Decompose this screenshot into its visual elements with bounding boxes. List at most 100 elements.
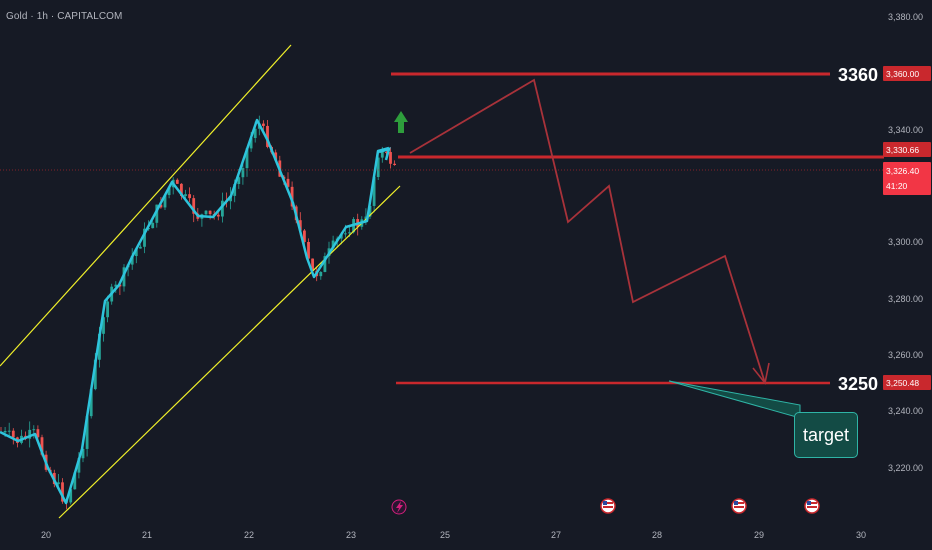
- svg-text:3,250.48: 3,250.48: [886, 378, 919, 388]
- candle-body: [216, 214, 220, 217]
- resistance-price-tag: 3,360.00: [883, 66, 931, 81]
- entry-price-tag: 3,330.66: [883, 142, 931, 157]
- candle-body: [134, 248, 138, 257]
- candle-body: [229, 195, 232, 202]
- time-tick: 21: [142, 530, 152, 540]
- candle-body: [393, 163, 396, 165]
- candle-body: [61, 482, 64, 502]
- candle-body: [69, 489, 73, 503]
- price-tick: 3,340.00: [888, 125, 923, 135]
- candle-body: [85, 416, 89, 449]
- price-tick: 3,220.00: [888, 463, 923, 473]
- candle-body: [106, 301, 109, 318]
- candle-body: [262, 123, 265, 126]
- candle-body: [89, 389, 93, 417]
- time-tick: 25: [440, 530, 450, 540]
- candle-body: [93, 359, 97, 390]
- time-tick: 20: [41, 530, 51, 540]
- candle-body: [344, 233, 347, 235]
- candle-body: [73, 472, 77, 490]
- time-tick: 28: [652, 530, 662, 540]
- candle-body: [98, 333, 101, 360]
- candle-body: [3, 430, 7, 433]
- channel-upper-line: [0, 44, 292, 367]
- bar-countdown: 41:20: [886, 181, 908, 191]
- time-tick: 23: [346, 530, 356, 540]
- candle-body: [389, 152, 392, 164]
- candle-body: [151, 222, 155, 229]
- candle-body: [155, 204, 159, 223]
- candle-body: [175, 179, 179, 184]
- svg-text:3,330.66: 3,330.66: [886, 145, 919, 155]
- candle-body: [307, 241, 310, 259]
- svg-text:3,360.00: 3,360.00: [886, 69, 919, 79]
- candle-body: [40, 437, 44, 455]
- candle-body: [266, 125, 269, 147]
- candle-body: [303, 230, 306, 242]
- time-tick: 30: [856, 530, 866, 540]
- candle-body: [319, 271, 323, 277]
- candle-body: [298, 220, 302, 231]
- candle-body: [241, 168, 245, 178]
- candle-body: [348, 232, 351, 234]
- candle-body: [77, 458, 81, 473]
- us-flag-event-icon[interactable]: [731, 498, 747, 514]
- candle-body: [114, 284, 118, 287]
- candle-body: [7, 430, 11, 432]
- candle-body: [192, 198, 196, 214]
- candle-body: [380, 151, 384, 158]
- svg-text:3,326.40: 3,326.40: [886, 166, 919, 176]
- candle-body: [204, 210, 208, 215]
- candle-body: [311, 258, 314, 271]
- candle-body: [245, 148, 249, 169]
- candle-body: [57, 482, 60, 485]
- last-price-tag: 3,326.40 41:20: [883, 162, 931, 195]
- candle-body: [323, 256, 327, 272]
- symbol-title: Gold · 1h · CAPITALCOM: [6, 11, 123, 22]
- candles-group: [0, 115, 396, 510]
- candle-body: [159, 204, 163, 208]
- candle-body: [143, 228, 146, 247]
- support-level-label: 3250: [838, 374, 878, 394]
- target-pointer: [668, 380, 801, 419]
- support-price-tag: 3,250.48: [883, 375, 931, 390]
- candle-body: [167, 187, 171, 196]
- lightning-event-icon[interactable]: [391, 499, 407, 515]
- time-tick: 29: [754, 530, 764, 540]
- price-tick: 3,300.00: [888, 237, 923, 247]
- wave-pattern-line: [0, 118, 390, 505]
- resistance-level-label: 3360: [838, 65, 878, 85]
- candle-body: [139, 246, 142, 249]
- projection-arrowhead: [752, 362, 770, 385]
- candle-body: [290, 186, 294, 207]
- candle-body: [147, 228, 150, 230]
- candle-body: [274, 152, 278, 161]
- candle-body: [11, 430, 15, 438]
- candle-body: [376, 157, 380, 178]
- candle-body: [130, 256, 134, 265]
- price-tick: 3,260.00: [888, 350, 923, 360]
- price-tick: 3,240.00: [888, 406, 923, 416]
- time-axis[interactable]: 20 21 22 23 25 27 28 29 30: [41, 530, 866, 540]
- target-label: target: [794, 412, 858, 458]
- candle-body: [385, 151, 388, 153]
- channel-lower-line: [58, 185, 401, 519]
- candle-body: [163, 195, 167, 208]
- time-tick: 27: [551, 530, 561, 540]
- us-flag-event-icon[interactable]: [600, 498, 616, 514]
- candle-body: [233, 184, 237, 196]
- time-tick: 22: [244, 530, 254, 540]
- candle-body: [221, 200, 224, 217]
- candle-body: [368, 205, 372, 217]
- candle-body: [36, 429, 40, 438]
- candle-body: [249, 138, 253, 149]
- wave-arrowhead: [378, 147, 391, 161]
- projection-path-line: [409, 78, 766, 384]
- green-up-arrow-icon: [394, 111, 408, 133]
- price-axis[interactable]: 3,380.00 3,340.00 3,300.00 3,280.00 3,26…: [888, 12, 923, 473]
- us-flag-event-icon[interactable]: [804, 498, 820, 514]
- candle-body: [253, 128, 257, 139]
- price-tick: 3,280.00: [888, 294, 923, 304]
- candle-body: [102, 317, 105, 334]
